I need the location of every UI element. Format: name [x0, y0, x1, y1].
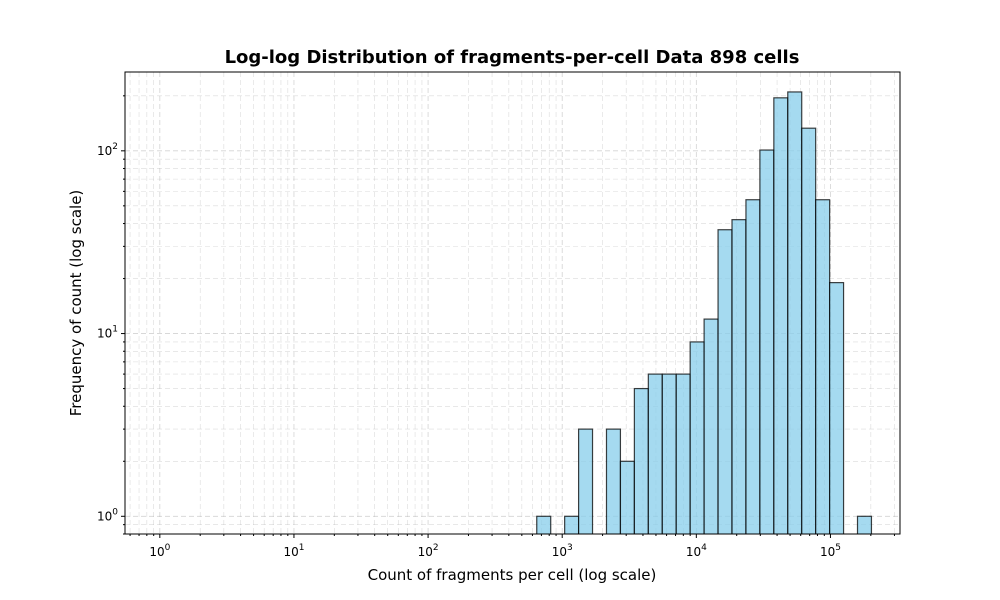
histogram-bar	[787, 91, 803, 534]
histogram-bar	[801, 127, 817, 534]
histogram-bar	[605, 428, 622, 534]
histogram-bar	[619, 460, 635, 534]
histogram-bar	[689, 341, 705, 534]
histogram-bar	[633, 387, 649, 534]
grid-lines	[125, 72, 900, 534]
y-tick-label: 102	[97, 142, 118, 158]
histogram-bar	[675, 373, 691, 534]
x-tick-label: 102	[418, 543, 439, 559]
x-tick-label: 105	[820, 543, 841, 559]
histogram-bar	[577, 428, 594, 534]
histogram-bar	[564, 515, 580, 534]
histogram-bar	[759, 149, 775, 534]
histogram-bar	[856, 515, 873, 534]
x-axis-label: Count of fragments per cell (log scale)	[368, 566, 657, 584]
axis-ticks: 100 101 102 103 104 105 100 101 102	[97, 95, 895, 559]
x-tick-label: 103	[552, 543, 573, 559]
x-tick-label: 104	[686, 543, 707, 559]
histogram-bar	[536, 515, 552, 534]
x-tick-label: 100	[149, 543, 170, 559]
histogram-bar	[731, 219, 747, 534]
histogram-bar	[717, 229, 733, 534]
y-tick-label: 101	[97, 325, 118, 341]
histogram-bar	[661, 373, 677, 534]
histogram-bars	[536, 91, 873, 534]
y-tick-label: 100	[97, 507, 118, 523]
chart-title: Log-log Distribution of fragments-per-ce…	[225, 47, 800, 68]
y-axis-label: Frequency of count (log scale)	[67, 190, 85, 417]
histogram-bar	[703, 318, 719, 534]
histogram-bar	[773, 97, 789, 534]
histogram-bar	[647, 373, 663, 534]
histogram-bar	[829, 282, 845, 534]
plot-frame	[124, 71, 901, 535]
histogram-bar	[815, 199, 831, 534]
x-tick-label: 101	[283, 543, 304, 559]
histogram-bar	[745, 199, 761, 534]
